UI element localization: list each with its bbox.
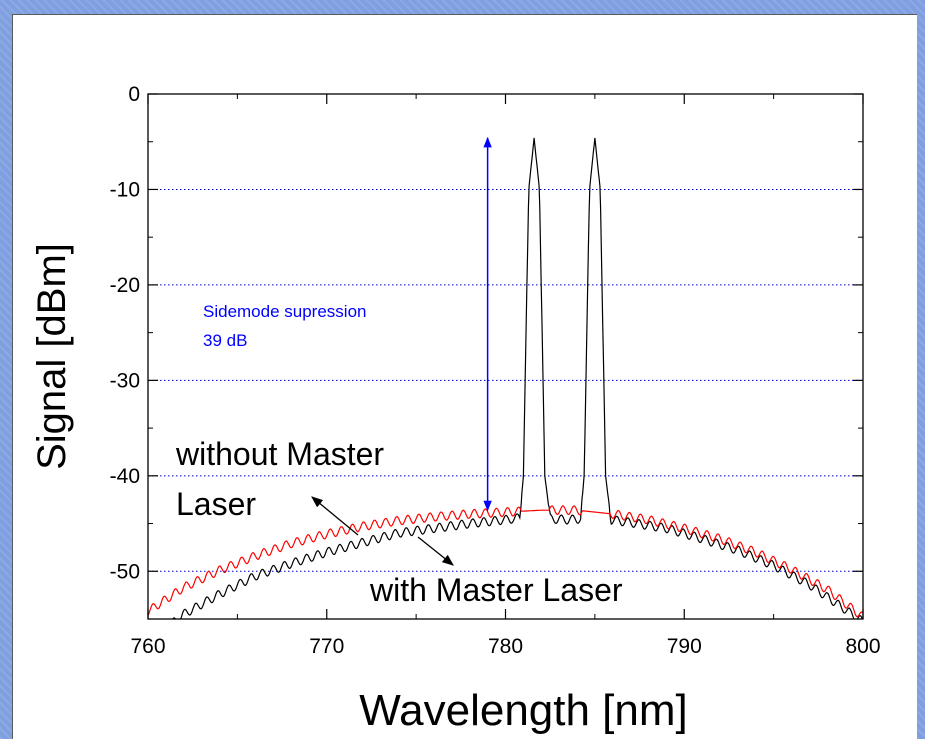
y-tick-label: 0 <box>128 83 140 106</box>
plot-frame <box>147 93 864 620</box>
grid-layer <box>148 188 863 572</box>
y-tick-label: -30 <box>110 369 140 392</box>
series-layer <box>148 137 863 619</box>
without-master-pointer <box>311 496 359 536</box>
series-line-without-master-laser <box>148 505 863 618</box>
y-tick-label: -40 <box>110 465 140 488</box>
axis-layer: 760 770 780 790 800 0 -10 -20 -30 -40 -50 <box>110 83 881 658</box>
y-tick-label: -20 <box>110 274 140 297</box>
x-tick-label: 800 <box>845 635 880 658</box>
x-tick-label: 790 <box>667 635 702 658</box>
chart-panel: 760 770 780 790 800 0 -10 -20 -30 -40 -50 Signal [… <box>12 14 917 739</box>
with-master-pointer <box>417 536 454 566</box>
x-tick-label: 770 <box>309 635 344 658</box>
annotation-layer: Signal [dBm] Wavelength [nm] Sidemode su… <box>30 136 688 735</box>
y-tick-label: -50 <box>110 560 140 583</box>
sidemode-annotation-line1: Sidemode supression <box>203 302 366 321</box>
sidemode-annotation-line2: 39 dB <box>203 331 247 350</box>
spectrum-chart: 760 770 780 790 800 0 -10 -20 -30 -40 -50 Signal [… <box>30 83 881 735</box>
with-master-label: with Master Laser <box>369 572 623 608</box>
without-master-label-line1: without Master <box>175 436 384 472</box>
series-line-with-master-laser <box>172 137 863 619</box>
y-axis-label: Signal [dBm] <box>30 243 74 470</box>
x-tick-label: 780 <box>488 635 523 658</box>
x-axis-label: Wavelength [nm] <box>359 686 688 735</box>
without-master-label-line2: Laser <box>176 486 256 522</box>
y-tick-label: -10 <box>110 178 140 201</box>
x-tick-label: 760 <box>130 635 165 658</box>
